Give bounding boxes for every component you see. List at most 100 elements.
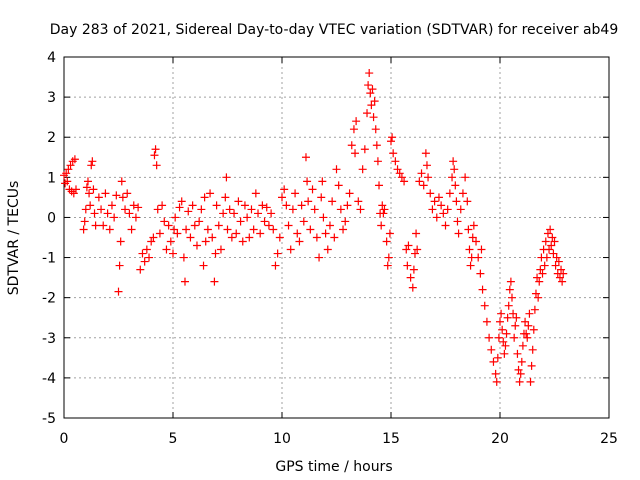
data-point [428, 205, 437, 214]
data-point [517, 357, 526, 366]
data-point [203, 225, 212, 234]
data-point [345, 189, 354, 198]
chart-title: Day 283 of 2021, Sidereal Day-to-day VTE… [50, 22, 619, 38]
data-point [498, 325, 507, 334]
data-point [412, 229, 421, 238]
data-point [91, 221, 100, 230]
data-point [492, 377, 501, 386]
data-point [531, 289, 540, 298]
data-point [559, 269, 568, 278]
data-point [278, 193, 286, 202]
data-point [155, 229, 164, 238]
data-point [504, 301, 513, 310]
data-point [502, 329, 511, 338]
data-point [195, 217, 204, 226]
data-point [375, 181, 384, 190]
data-point [535, 277, 544, 286]
data-point [240, 201, 249, 210]
data-point [177, 197, 186, 206]
data-point [385, 229, 394, 238]
data-point [330, 233, 339, 242]
data-point [383, 261, 392, 270]
data-point [138, 249, 147, 258]
data-point [557, 265, 566, 274]
data-point [408, 283, 417, 292]
data-point [527, 361, 536, 370]
data-point [192, 241, 201, 250]
data-point [513, 349, 522, 358]
data-point [123, 189, 132, 198]
data-point [366, 89, 375, 98]
data-point [549, 249, 558, 258]
data-point [360, 145, 369, 154]
data-point [369, 113, 378, 122]
data-point [499, 337, 508, 346]
data-point [131, 213, 140, 222]
data-point [445, 189, 454, 198]
y-axis-label: SDTVAR / TECUs [6, 181, 22, 296]
data-point [107, 201, 116, 210]
data-point [121, 205, 130, 214]
data-point [489, 357, 498, 366]
x-axis-label: GPS time / hours [275, 459, 392, 475]
data-point [351, 149, 360, 158]
data-point [101, 189, 110, 198]
data-point [491, 369, 500, 378]
data-point [114, 287, 123, 296]
data-point [542, 253, 551, 262]
data-point [358, 165, 367, 174]
data-point [349, 125, 358, 134]
data-point [142, 245, 151, 254]
data-point [503, 313, 512, 322]
data-point [63, 177, 72, 186]
data-point [434, 193, 443, 202]
data-point [543, 229, 552, 238]
data-point [461, 173, 470, 182]
data-point [505, 285, 514, 294]
data-point [325, 221, 334, 230]
data-point [184, 207, 193, 216]
data-point [66, 161, 75, 170]
data-point [552, 253, 561, 262]
data-point [402, 245, 411, 254]
data-point [507, 293, 516, 302]
data-point [555, 273, 564, 282]
data-point [476, 269, 485, 278]
data-point [264, 221, 273, 230]
data-point [468, 233, 477, 242]
data-point [511, 321, 520, 330]
data-point [179, 253, 188, 262]
data-point [426, 189, 435, 198]
data-point [88, 157, 97, 166]
data-point [94, 193, 103, 202]
y-tick-label: 0 [47, 210, 56, 226]
data-point [297, 201, 306, 210]
data-point [432, 213, 441, 222]
data-point [64, 165, 73, 174]
data-point [249, 225, 258, 234]
data-point [448, 173, 457, 182]
data-point [540, 261, 549, 270]
data-point [310, 205, 319, 214]
data-point [343, 201, 352, 210]
data-point [506, 277, 515, 286]
data-point [245, 233, 254, 242]
data-point [528, 345, 537, 354]
data-point [437, 201, 446, 210]
data-point [389, 149, 398, 158]
data-point [523, 333, 532, 342]
data-point [81, 205, 90, 214]
data-point [234, 197, 243, 206]
data-point [524, 321, 533, 330]
data-point [339, 225, 348, 234]
data-point [487, 345, 496, 354]
y-tick-label: 4 [47, 50, 56, 66]
data-point [136, 265, 145, 274]
data-point [85, 189, 94, 198]
data-point [152, 161, 161, 170]
data-point [99, 221, 108, 230]
data-point [67, 187, 76, 196]
data-point [140, 257, 149, 266]
data-point [166, 237, 175, 246]
